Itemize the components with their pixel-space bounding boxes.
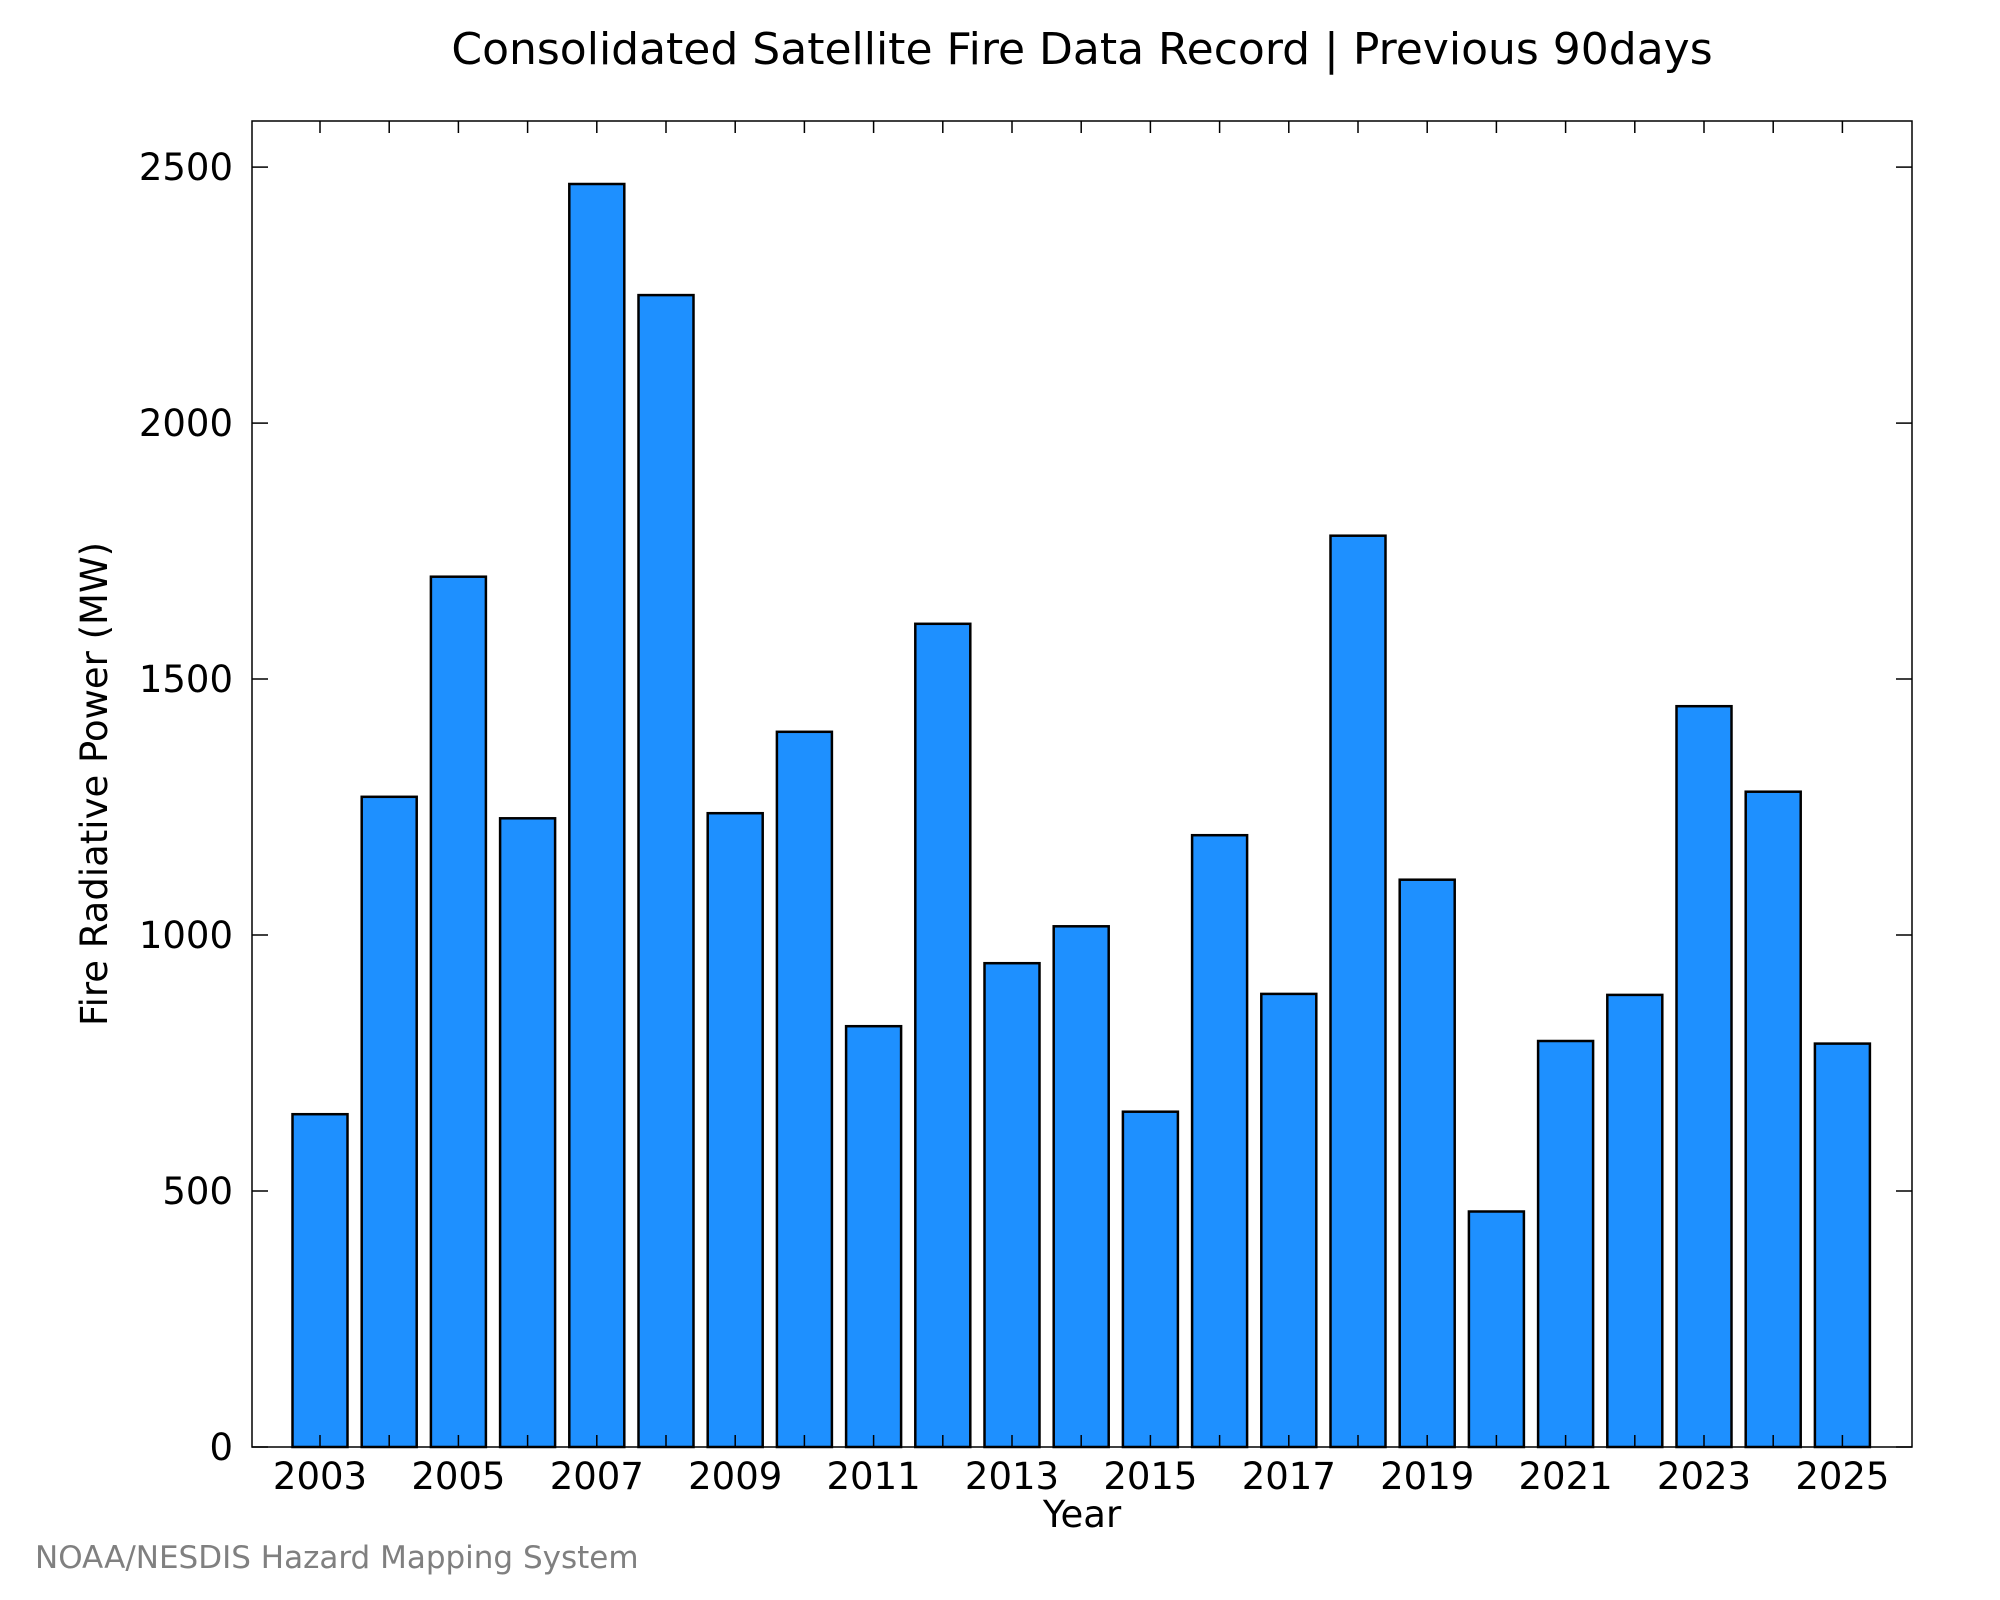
bar-2023 (1675, 704, 1733, 1449)
x-tick-label-2009: 2009 (688, 1455, 782, 1498)
x-tick-label-2011: 2011 (827, 1455, 921, 1498)
x-tick-label-2017: 2017 (1242, 1455, 1336, 1498)
y-tick-label-1000: 1000 (139, 914, 233, 957)
bar-2005 (429, 575, 488, 1449)
bar-2017 (1260, 992, 1318, 1449)
bar-2025 (1813, 1042, 1872, 1449)
x-tick-label-2007: 2007 (550, 1455, 644, 1498)
bar-2013 (983, 961, 1041, 1449)
plot-frame (251, 120, 1913, 1448)
x-axis-ticks: 2003 2005 2007 2009 2011 2013 2015 2017 2019 2021… (273, 121, 1889, 1498)
x-axis-label: Year (1042, 1493, 1122, 1536)
x-tick-label-2003: 2003 (273, 1455, 367, 1498)
bar-2022 (1606, 993, 1664, 1449)
x-tick-label-2021: 2021 (1519, 1455, 1613, 1498)
y-tick-label-500: 500 (162, 1170, 233, 1213)
bar-2007 (568, 182, 626, 1449)
x-tick-label-2019: 2019 (1380, 1455, 1474, 1498)
x-tick-label-2005: 2005 (411, 1455, 505, 1498)
bar-2003 (291, 1112, 349, 1449)
credit-text: NOAA/NESDIS Hazard Mapping System (35, 1540, 639, 1576)
bar-2019 (1398, 878, 1456, 1449)
bar-2006 (498, 817, 557, 1449)
bar-2021 (1536, 1039, 1595, 1449)
y-tick-label-1500: 1500 (139, 658, 233, 701)
bar-2012 (914, 622, 972, 1449)
bar-2024 (1744, 790, 1802, 1449)
bar-2010 (775, 730, 834, 1449)
bar-2008 (637, 293, 695, 1449)
bar-2004 (360, 795, 418, 1449)
bars-group (291, 182, 1872, 1449)
y-axis-ticks: 0 500 1000 1500 2000 2500 (139, 146, 1912, 1469)
y-tick-label-0: 0 (209, 1426, 233, 1469)
bar-2020 (1467, 1210, 1526, 1449)
bar-2018 (1329, 534, 1387, 1449)
y-tick-label-2000: 2000 (139, 402, 233, 445)
x-tick-label-2025: 2025 (1795, 1455, 1889, 1498)
bar-2011 (844, 1024, 903, 1449)
bar-2015 (1121, 1110, 1180, 1449)
bar-2016 (1190, 833, 1249, 1449)
y-axis-label: Fire Radiative Power (MW) (73, 542, 116, 1026)
x-tick-label-2023: 2023 (1657, 1455, 1751, 1498)
chart-title: Consolidated Satellite Fire Data Record … (451, 24, 1712, 75)
x-tick-label-2015: 2015 (1103, 1455, 1197, 1498)
bar-2014 (1052, 925, 1110, 1449)
y-tick-label-2500: 2500 (139, 146, 233, 189)
bar-2009 (706, 811, 764, 1449)
x-tick-label-2013: 2013 (965, 1455, 1059, 1498)
